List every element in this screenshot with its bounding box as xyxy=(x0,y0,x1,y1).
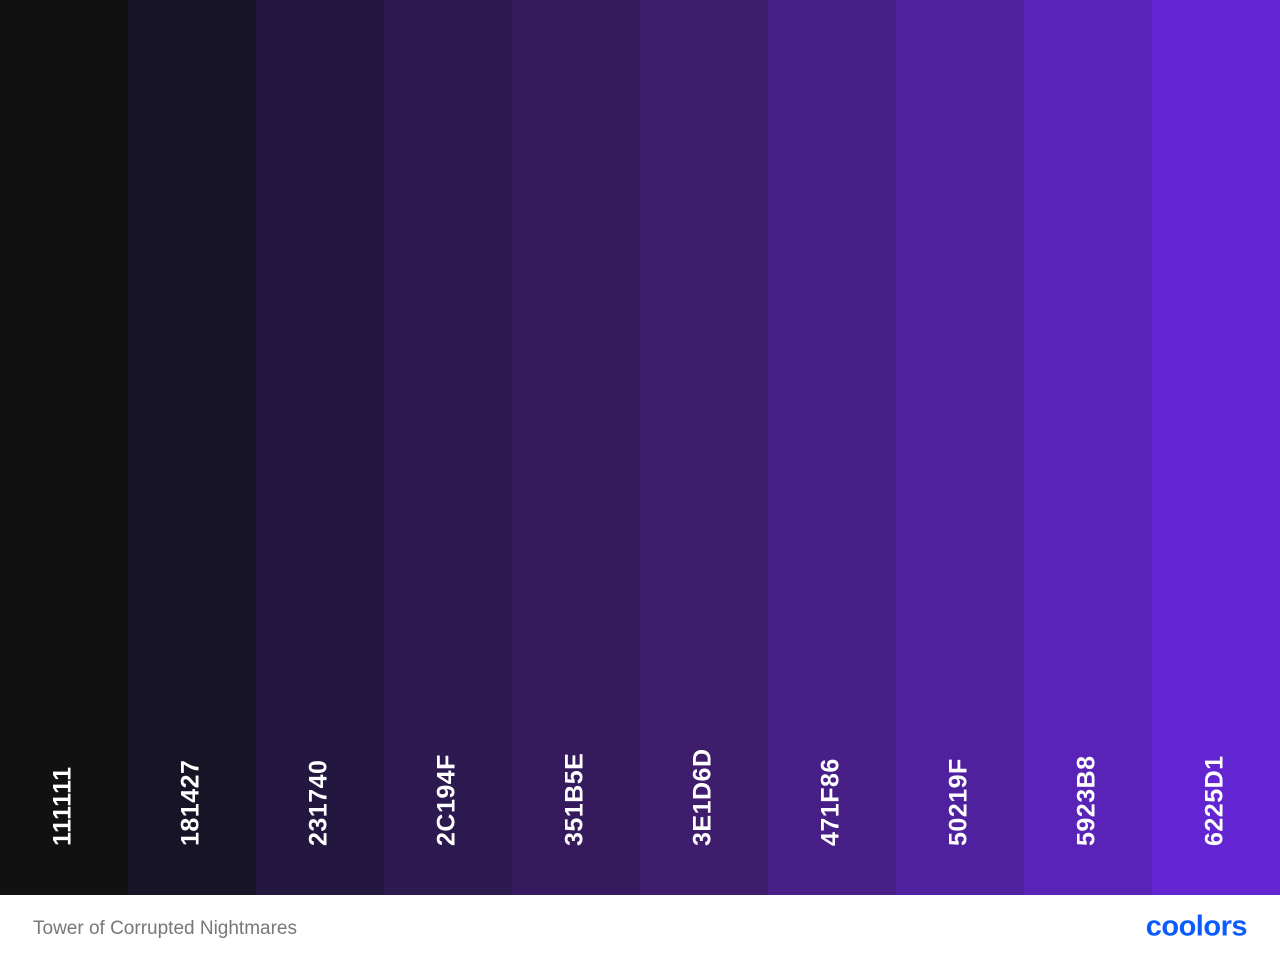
palette-title: Tower of Corrupted Nightmares xyxy=(33,918,297,939)
hex-label: 111111 xyxy=(49,766,77,846)
color-swatch[interactable] xyxy=(512,0,641,895)
hex-label: 5923B8 xyxy=(1073,755,1101,846)
color-swatch[interactable] xyxy=(1152,0,1280,895)
hex-label: 351B5E xyxy=(561,753,589,846)
color-swatch[interactable] xyxy=(640,0,769,895)
swatches: 111111 181427 231740 2C194F 351B5E 3E1D6D 471F… xyxy=(0,0,1280,895)
hex-label: 471F86 xyxy=(817,758,845,846)
color-swatch[interactable] xyxy=(896,0,1025,895)
hex-label: 3E1D6D xyxy=(689,749,717,847)
color-swatch[interactable] xyxy=(128,0,257,895)
color-swatch[interactable] xyxy=(256,0,385,895)
color-swatch[interactable] xyxy=(1024,0,1153,895)
hex-label: 231740 xyxy=(305,760,333,846)
color-swatch[interactable] xyxy=(384,0,513,895)
hex-label: 50219F xyxy=(945,758,973,846)
hex-label: 181427 xyxy=(177,760,205,846)
hex-label: 2C194F xyxy=(433,754,461,846)
color-swatch[interactable] xyxy=(0,0,129,895)
logo[interactable]: coolors xyxy=(1146,911,1248,943)
hex-label: 6225D1 xyxy=(1201,755,1229,846)
color-swatch[interactable] xyxy=(768,0,897,895)
